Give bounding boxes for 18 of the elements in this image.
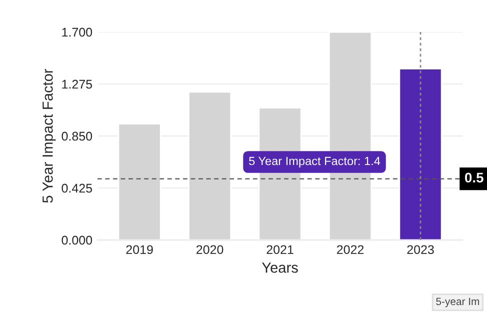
bar: [188, 91, 232, 240]
x-tick-label: 2020: [196, 245, 224, 254]
x-tick-label: 2019: [126, 245, 153, 254]
y-axis-title: 5 Year Impact Factor: [42, 68, 56, 203]
x-tick-label: 2022: [336, 245, 364, 254]
x-axis-title: Years: [262, 262, 298, 273]
y-tick-label: 0.000: [62, 236, 92, 245]
ref-line-label: 0.5: [465, 172, 484, 183]
x-tick-label: 2023: [407, 245, 434, 254]
y-tick-label: 0.425: [62, 184, 92, 193]
y-tick-label: 1.700: [62, 28, 92, 37]
bar: [118, 123, 162, 240]
bar: [398, 68, 442, 240]
y-tick-label: 0.850: [62, 132, 92, 141]
text: 5-year Im: [436, 298, 480, 308]
x-tick-label: 2021: [266, 245, 294, 254]
annotation: 5 Year Impact Factor: 1.4: [249, 156, 380, 168]
y-tick-label: 1.275: [62, 80, 92, 89]
